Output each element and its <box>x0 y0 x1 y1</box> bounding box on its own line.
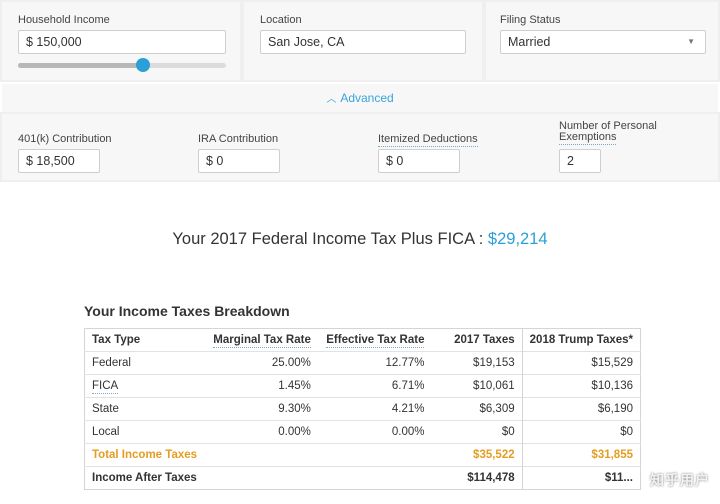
total-2017: $35,522 <box>431 443 523 467</box>
row-fica-type[interactable]: FICA <box>84 374 205 398</box>
row-fica-2017: $10,061 <box>431 374 523 398</box>
after-2018: $11... <box>521 466 641 490</box>
advanced-fields-panel: 401(k) Contribution $ 18,500 IRA Contrib… <box>2 114 718 180</box>
slider-thumb[interactable] <box>135 58 150 72</box>
advanced-toggle[interactable]: ︿ Advanced <box>2 84 718 112</box>
exemptions-input[interactable]: 2 <box>559 149 601 173</box>
filing-status-panel: Filing Status Married ▼ <box>486 2 718 80</box>
tax-breakdown-table: Tax Type Marginal Tax Rate Effective Tax… <box>84 328 641 490</box>
location-panel: Location San Jose, CA <box>244 2 482 80</box>
row-local-type: Local <box>84 420 205 444</box>
header-effective-rate[interactable]: Effective Tax Rate <box>326 334 425 348</box>
table-header-row: Tax Type Marginal Tax Rate Effective Tax… <box>85 328 641 352</box>
advanced-label: Advanced <box>340 91 394 105</box>
after-marginal <box>204 466 318 490</box>
ira-input[interactable]: $ 0 <box>198 149 280 173</box>
row-fica-effective: 6.71% <box>317 374 432 398</box>
header-marginal-rate[interactable]: Marginal Tax Rate <box>213 334 311 348</box>
k401-label: 401(k) Contribution <box>18 133 112 145</box>
table-row: Local 0.00% 0.00% $0 $0 <box>84 420 641 444</box>
row-state-type: State <box>84 397 205 421</box>
itemized-label[interactable]: Itemized Deductions <box>378 133 478 147</box>
chevron-up-icon: ︿ <box>326 94 337 105</box>
header-2018-trump-taxes: 2018 Trump Taxes* <box>521 328 641 352</box>
watermark: 知乎用户 <box>650 472 710 488</box>
slider-fill <box>18 63 143 68</box>
row-fica-2018: $10,136 <box>521 374 641 398</box>
header-2017-taxes: 2017 Taxes <box>454 334 515 346</box>
location-label: Location <box>260 14 302 26</box>
exemptions-label[interactable]: Number of Personal Exemptions <box>559 121 657 145</box>
row-local-2018: $0 <box>521 420 641 444</box>
inputs-row: Household Income $ 150,000 Location San … <box>0 0 720 82</box>
headline-text: Your 2017 Federal Income Tax Plus FICA : <box>172 230 488 248</box>
tax-headline: Your 2017 Federal Income Tax Plus FICA :… <box>0 230 720 249</box>
household-income-panel: Household Income $ 150,000 <box>2 2 240 80</box>
total-2018: $31,855 <box>521 443 641 467</box>
itemized-input[interactable]: $ 0 <box>378 149 460 173</box>
filing-status-select[interactable]: Married ▼ <box>500 30 706 54</box>
after-effective <box>317 466 432 490</box>
filing-status-value: Married <box>508 35 551 49</box>
row-local-marginal: 0.00% <box>204 420 318 444</box>
row-federal-marginal: 25.00% <box>204 351 318 375</box>
row-state-2018: $6,190 <box>521 397 641 421</box>
k401-input[interactable]: $ 18,500 <box>18 149 100 173</box>
row-federal-2017: $19,153 <box>431 351 523 375</box>
table-row: State 9.30% 4.21% $6,309 $6,190 <box>84 397 641 421</box>
ira-label: IRA Contribution <box>198 133 279 145</box>
headline-amount: $29,214 <box>487 230 548 248</box>
household-income-slider[interactable] <box>18 58 226 72</box>
row-federal-2018: $15,529 <box>521 351 641 375</box>
location-input[interactable]: San Jose, CA <box>260 30 466 54</box>
exemptions-label-line2: Exemptions <box>559 131 617 145</box>
row-local-effective: 0.00% <box>317 420 432 444</box>
total-marginal <box>204 443 318 467</box>
table-row: Federal 25.00% 12.77% $19,153 $15,529 <box>84 351 641 375</box>
row-local-2017: $0 <box>431 420 523 444</box>
caret-down-icon: ▼ <box>687 37 695 46</box>
household-income-input[interactable]: $ 150,000 <box>18 30 226 54</box>
total-row: Total Income Taxes $35,522 $31,855 <box>84 443 641 467</box>
advanced-fields-row: 401(k) Contribution $ 18,500 IRA Contrib… <box>0 112 720 182</box>
row-state-effective: 4.21% <box>317 397 432 421</box>
header-tax-type: Tax Type <box>92 334 141 346</box>
table-row: FICA 1.45% 6.71% $10,061 $10,136 <box>84 374 641 398</box>
row-federal-effective: 12.77% <box>317 351 432 375</box>
after-2017: $114,478 <box>431 466 523 490</box>
total-label: Total Income Taxes <box>84 443 205 467</box>
filing-status-label: Filing Status <box>500 14 561 26</box>
breakdown-title: Your Income Taxes Breakdown <box>84 303 290 319</box>
exemptions-label-line1: Number of Personal <box>559 120 657 132</box>
row-fica-marginal: 1.45% <box>204 374 318 398</box>
after-label: Income After Taxes <box>84 466 205 490</box>
after-tax-row: Income After Taxes $114,478 $11... <box>84 466 641 490</box>
total-effective <box>317 443 432 467</box>
row-federal-type: Federal <box>84 351 205 375</box>
row-state-marginal: 9.30% <box>204 397 318 421</box>
row-state-2017: $6,309 <box>431 397 523 421</box>
household-income-label: Household Income <box>18 14 110 26</box>
